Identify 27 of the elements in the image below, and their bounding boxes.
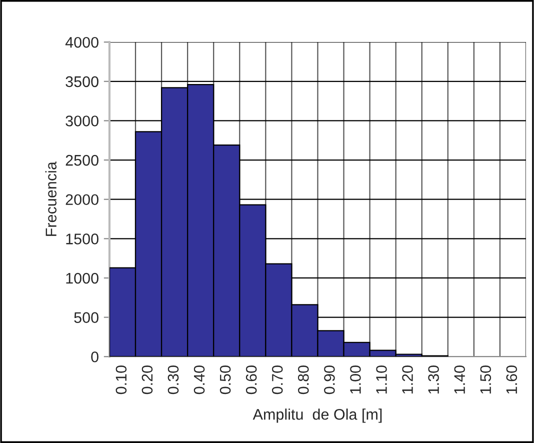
y-tick-label: 0 — [91, 351, 98, 362]
y-tick-label: 4000 — [65, 36, 98, 48]
x-tick-label: 0.30 — [168, 366, 179, 394]
x-tick-label: 0.80 — [298, 366, 309, 394]
x-tick-label: 1.30 — [428, 366, 439, 394]
x-tick-label: 1.40 — [454, 366, 466, 394]
x-tick-label: 1.20 — [402, 366, 413, 394]
x-tick-label: 1.60 — [506, 366, 518, 394]
x-tick-label: 0.60 — [246, 366, 257, 394]
x-tick-label: 1.50 — [480, 366, 492, 394]
y-tick-label: 1500 — [66, 234, 98, 244]
x-tick-label: 0.10 — [116, 366, 127, 394]
x-tick-label: 0.40 — [194, 366, 205, 394]
x-axis-title: Amplitu de Ola [m] — [252, 408, 382, 423]
x-tick-label: 0.50 — [220, 366, 231, 394]
x-tick-label: 0.70 — [272, 366, 283, 394]
y-tick-label: 1000 — [66, 272, 98, 284]
y-tick-label: 2500 — [66, 154, 98, 166]
x-tick-label: 1.00 — [350, 366, 361, 394]
y-tick-label: 2000 — [66, 194, 98, 206]
y-axis-title: Frecuencia — [45, 162, 56, 236]
y-tick-label: 3500 — [66, 76, 98, 88]
y-tick-label: 3000 — [66, 116, 98, 126]
x-tick-label: 0.90 — [324, 366, 335, 394]
x-tick-label: 0.20 — [142, 366, 153, 394]
y-tick-label: 500 — [74, 312, 98, 323]
x-tick-label: 1.10 — [376, 366, 387, 394]
